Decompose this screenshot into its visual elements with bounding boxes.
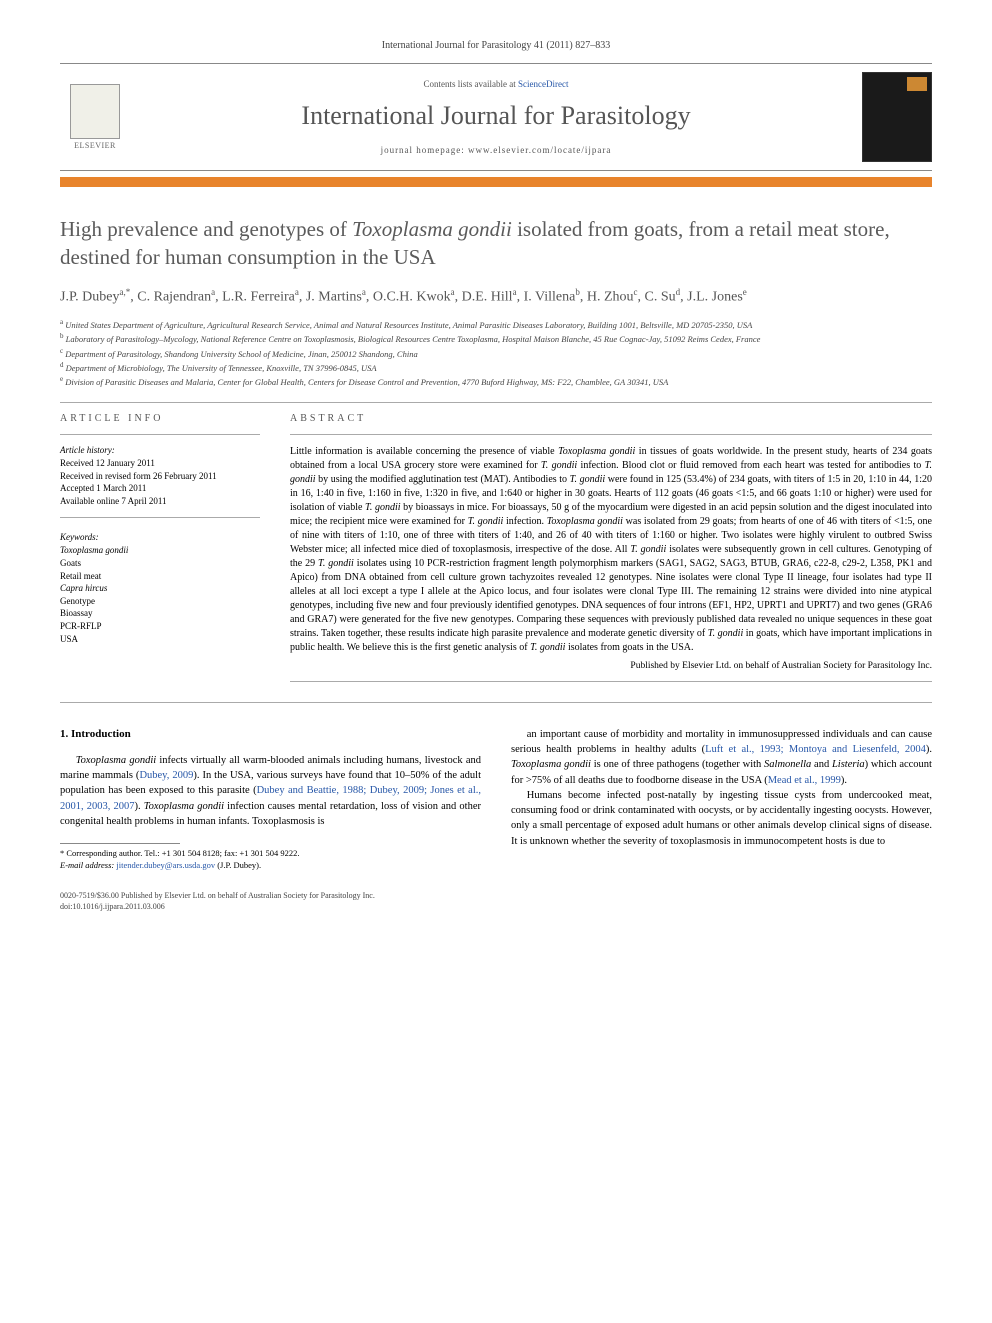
corr-label: * Corresponding author. — [60, 848, 142, 858]
keyword-item: Goats — [60, 557, 260, 570]
affiliation-line: e Division of Parasitic Diseases and Mal… — [60, 374, 932, 388]
affiliations: a United States Department of Agricultur… — [60, 317, 932, 388]
divider — [60, 402, 932, 403]
article-title: High prevalence and genotypes of Toxopla… — [60, 215, 932, 272]
keyword-item: Retail meat — [60, 570, 260, 583]
intro-para-1: Toxoplasma gondii infects virtually all … — [60, 753, 481, 829]
body-columns: 1. Introduction Toxoplasma gondii infect… — [60, 727, 932, 872]
abstract-text: Little information is available concerni… — [290, 445, 932, 655]
elsevier-label: ELSEVIER — [74, 141, 116, 150]
journal-reference: International Journal for Parasitology 4… — [60, 40, 932, 51]
keyword-item: USA — [60, 633, 260, 646]
journal-header: ELSEVIER Contents lists available at Sci… — [60, 63, 932, 171]
affiliation-line: d Department of Microbiology, The Univer… — [60, 360, 932, 374]
title-part1: High prevalence and genotypes of — [60, 217, 352, 241]
keyword-item: Bioassay — [60, 607, 260, 620]
intro-para-2: an important cause of morbidity and mort… — [511, 727, 932, 788]
abstract-publisher: Published by Elsevier Ltd. on behalf of … — [290, 661, 932, 671]
elsevier-tree-icon — [70, 84, 120, 139]
info-abstract-row: ARTICLE INFO Article history: Received 1… — [60, 413, 932, 692]
history-item: Received in revised form 26 February 201… — [60, 470, 260, 483]
homepage-url: www.elsevier.com/locate/ijpara — [468, 145, 611, 155]
corr-tel: Tel.: +1 301 504 8128; fax: +1 301 504 9… — [142, 848, 299, 858]
title-italic: Toxoplasma gondii — [352, 217, 512, 241]
contents-line: Contents lists available at ScienceDirec… — [130, 79, 862, 89]
affiliation-line: a United States Department of Agricultur… — [60, 317, 932, 331]
intro-para-3: Humans become infected post-natally by i… — [511, 788, 932, 849]
footnote-separator — [60, 843, 180, 844]
abstract-column: ABSTRACT Little information is available… — [290, 413, 932, 692]
page-footer: 0020-7519/$36.00 Published by Elsevier L… — [60, 890, 932, 912]
affiliation-line: c Department of Parasitology, Shandong U… — [60, 346, 932, 360]
history-item: Available online 7 April 2011 — [60, 495, 260, 508]
footer-line2: doi:10.1016/j.ijpara.2011.03.006 — [60, 901, 932, 912]
homepage-prefix: journal homepage: — [381, 145, 468, 155]
email-who: (J.P. Dubey). — [215, 860, 261, 870]
body-col-right: an important cause of morbidity and mort… — [511, 727, 932, 872]
divider — [290, 681, 932, 682]
footer-line1: 0020-7519/$36.00 Published by Elsevier L… — [60, 890, 932, 901]
corr-email-link[interactable]: jitender.dubey@ars.usda.gov — [116, 860, 215, 870]
article-info: ARTICLE INFO Article history: Received 1… — [60, 413, 260, 692]
orange-divider — [60, 177, 932, 187]
keywords-label: Keywords: — [60, 532, 260, 542]
history-item: Accepted 1 March 2011 — [60, 482, 260, 495]
divider — [290, 434, 932, 435]
keyword-item: Genotype — [60, 595, 260, 608]
divider — [60, 434, 260, 435]
keyword-item: Toxoplasma gondii — [60, 544, 260, 557]
elsevier-logo: ELSEVIER — [60, 77, 130, 157]
history-label: Article history: — [60, 445, 260, 455]
corresponding-author-footnote: * Corresponding author. Tel.: +1 301 504… — [60, 848, 481, 872]
keyword-item: PCR-RFLP — [60, 620, 260, 633]
body-col-left: 1. Introduction Toxoplasma gondii infect… — [60, 727, 481, 872]
abstract-head: ABSTRACT — [290, 413, 932, 424]
journal-cover-thumb — [862, 72, 932, 162]
header-center: Contents lists available at ScienceDirec… — [130, 79, 862, 155]
email-label: E-mail address: — [60, 860, 116, 870]
authors-list: J.P. Dubeya,*, C. Rajendrana, L.R. Ferre… — [60, 286, 932, 308]
journal-name: International Journal for Parasitology — [130, 101, 862, 131]
sciencedirect-link[interactable]: ScienceDirect — [518, 79, 568, 89]
article-info-head: ARTICLE INFO — [60, 413, 260, 424]
section-heading-intro: 1. Introduction — [60, 727, 481, 743]
history-item: Received 12 January 2011 — [60, 457, 260, 470]
divider — [60, 702, 932, 703]
keyword-item: Capra hircus — [60, 582, 260, 595]
divider — [60, 517, 260, 518]
affiliation-line: b Laboratory of Parasitology–Mycology, N… — [60, 331, 932, 345]
contents-prefix: Contents lists available at — [424, 79, 518, 89]
journal-homepage: journal homepage: www.elsevier.com/locat… — [130, 145, 862, 155]
